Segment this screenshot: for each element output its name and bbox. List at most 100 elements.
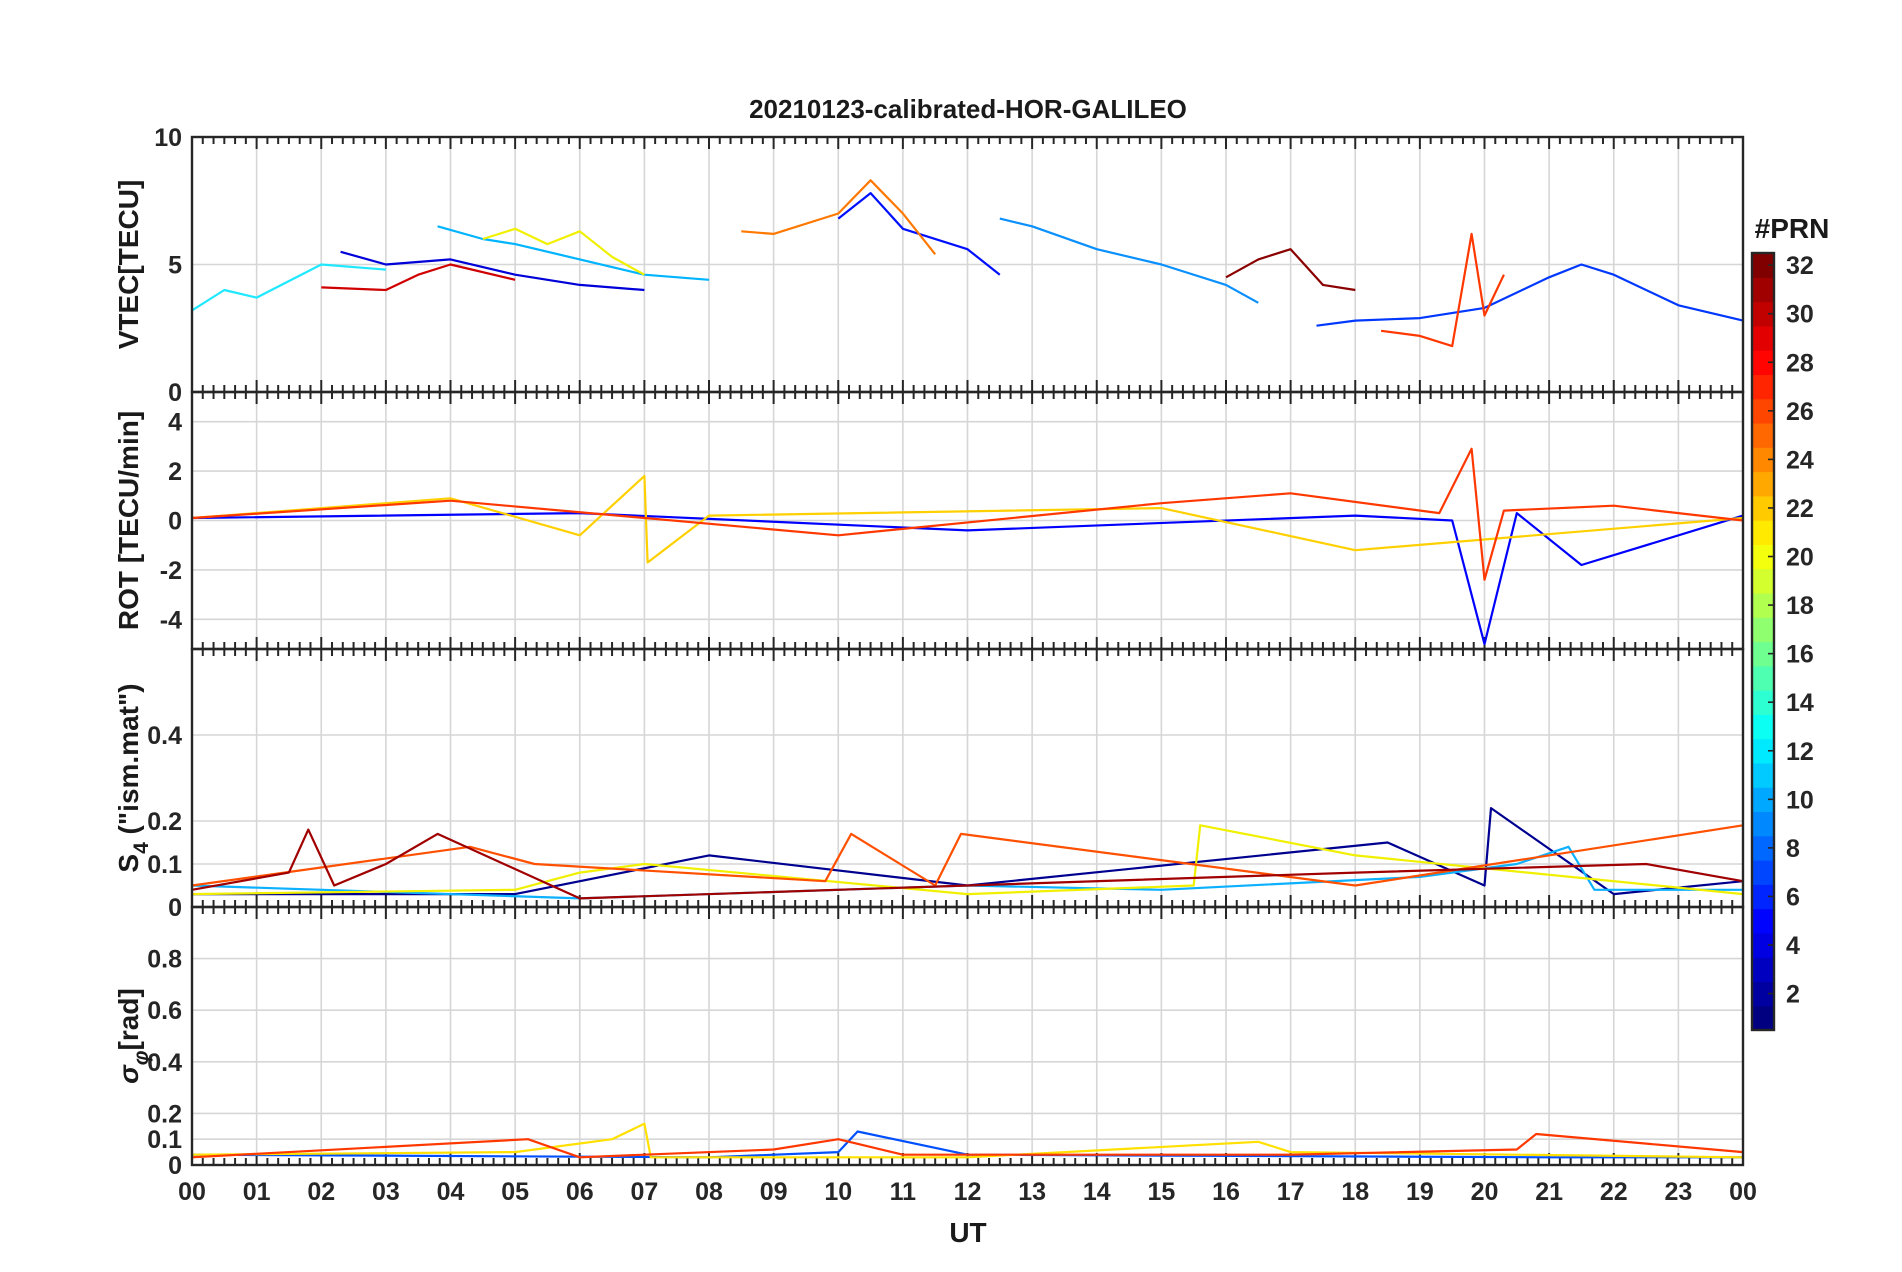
series-line-prn-24 [741, 179, 937, 255]
series-line-prn-27 [191, 1132, 1744, 1159]
colorbar-segment [1752, 544, 1774, 570]
colorbar-tick-label: 22 [1786, 495, 1814, 523]
y-label-main: σ [113, 1064, 144, 1084]
y-label-rest: ("ism.mat") [113, 683, 144, 842]
colorbar-tick-label: 10 [1786, 786, 1814, 814]
x-tick-label: 09 [760, 1178, 788, 1206]
colorbar-segment [1752, 471, 1774, 497]
y-tick-label: 0 [168, 508, 182, 536]
y-tick-label: 0 [168, 894, 182, 922]
series-line-prn-19 [191, 1122, 1744, 1159]
y-tick-label: 10 [154, 124, 182, 152]
y-tick-label: 0.4 [147, 1049, 182, 1077]
colorbar-segment [1752, 908, 1774, 934]
x-axis-label: UT [949, 1217, 986, 1248]
x-tick-label: 06 [566, 1178, 594, 1206]
x-tick-label: 00 [1729, 1178, 1757, 1206]
y-tick-label: 0.6 [147, 997, 182, 1025]
y-tick-label: 4 [168, 409, 182, 437]
x-tick-label: 08 [695, 1178, 723, 1206]
y-tick-label: 0.4 [147, 722, 182, 750]
x-tick-label: 02 [307, 1178, 335, 1206]
x-tick-label: 01 [243, 1178, 271, 1206]
colorbar-tick-label: 16 [1786, 641, 1814, 669]
colorbar-segment [1752, 665, 1774, 691]
colorbar-tick-label: 6 [1786, 883, 1800, 911]
colorbar-segment [1752, 301, 1774, 327]
y-label-main: S [113, 854, 144, 873]
colorbar-segment [1752, 981, 1774, 1007]
colorbar-tick-label: 30 [1786, 301, 1814, 329]
y-tick-label: 0.2 [147, 808, 182, 836]
series-line-prn-32 [1225, 248, 1356, 292]
colorbar-segment [1752, 277, 1774, 303]
panel-rot: -4 -2 0 2 4 ROT [TECU/min] [113, 390, 1745, 651]
colorbar-segment [1752, 592, 1774, 618]
colorbar-tick-label: 4 [1786, 932, 1800, 960]
y-label-subscript: 4 [130, 842, 153, 854]
colorbar-segment [1752, 787, 1774, 813]
series-line-prn-12 [437, 225, 710, 281]
colorbar-segment [1752, 641, 1774, 667]
series-line-prn-14 [191, 263, 386, 312]
x-tick-label: 00 [178, 1178, 206, 1206]
colorbar-segment [1752, 568, 1774, 594]
colorbar-tick-label: 12 [1786, 738, 1814, 766]
colorbar-tick-label: 20 [1786, 544, 1814, 572]
x-tick-label: 03 [372, 1178, 400, 1206]
y-axis-label-sigma: σφ[rad] [113, 988, 153, 1084]
y-axis-label-s4: S4 ("ism.mat") [113, 683, 153, 872]
colorbar-segment [1752, 690, 1774, 715]
colorbar-segment [1752, 253, 1774, 278]
series-line-prn-10 [999, 217, 1259, 304]
colorbar-frame [1750, 251, 1776, 1032]
y-tick-label: 0.2 [147, 1100, 182, 1128]
colorbar-segment [1752, 860, 1774, 885]
colorbar-segment [1752, 714, 1774, 740]
colorbar-segment [1752, 398, 1774, 424]
x-tick-label: 14 [1083, 1178, 1111, 1206]
colorbar-tick-label: 18 [1786, 592, 1814, 620]
colorbar-segment [1752, 932, 1774, 958]
colorbar-tick-label: 32 [1786, 252, 1814, 280]
x-tick-label: 15 [1147, 1178, 1175, 1206]
series-line-prn-25 [191, 824, 1744, 887]
x-tick-label: 12 [954, 1178, 982, 1206]
panel-s4: 00.10.20.4S4 ("ism.mat") [113, 647, 1745, 922]
colorbar-segment [1752, 325, 1774, 351]
series-line-prn-30 [321, 263, 516, 292]
y-tick-label: -2 [160, 557, 182, 585]
x-tick-label: 22 [1600, 1178, 1628, 1206]
y-tick-label: 0.1 [147, 851, 182, 879]
colorbar-tick-label: 28 [1786, 349, 1814, 377]
colorbar-tick-label: 26 [1786, 398, 1814, 426]
colorbar-tick-label: 14 [1786, 689, 1814, 717]
x-tick-label: 16 [1212, 1178, 1240, 1206]
chart-title: 20210123-calibrated-HOR-GALILEO [749, 94, 1187, 124]
panel-sigma: 00.10.2 0.4 0.6 0.8 σφ[rad] [113, 905, 1745, 1180]
colorbar-segment [1752, 617, 1774, 643]
y-tick-label: 0 [168, 379, 182, 407]
x-tick-label: 05 [501, 1178, 529, 1206]
series-line-prn-4 [837, 192, 1001, 276]
colorbar-segment [1752, 422, 1774, 448]
y-tick-label: 0.8 [147, 946, 182, 974]
y-tick-label: -4 [160, 606, 182, 634]
y-tick-label: 0.1 [147, 1126, 182, 1154]
colorbar-segment [1752, 374, 1774, 400]
x-tick-label: 21 [1535, 1178, 1563, 1206]
y-label-subscript: φ [130, 1050, 153, 1065]
x-axis-ticks: 00 01 02 03 04 05 06 07 08 09 10 11 12 13 14 15 16 17 18 19… [178, 1178, 1757, 1206]
colorbar-segment [1752, 520, 1774, 545]
colorbar-segment [1752, 350, 1774, 376]
y-axis-label-vtec: VTEC[TECU] [113, 180, 144, 350]
series-line-prn-21 [191, 474, 1744, 564]
x-tick-label: 23 [1664, 1178, 1692, 1206]
series-line-prn-2 [340, 250, 645, 292]
colorbar-segment [1752, 447, 1774, 473]
series-line-prn-31 [191, 828, 1744, 900]
y-tick-label: 0 [168, 1152, 182, 1180]
colorbar-segment [1752, 738, 1774, 764]
